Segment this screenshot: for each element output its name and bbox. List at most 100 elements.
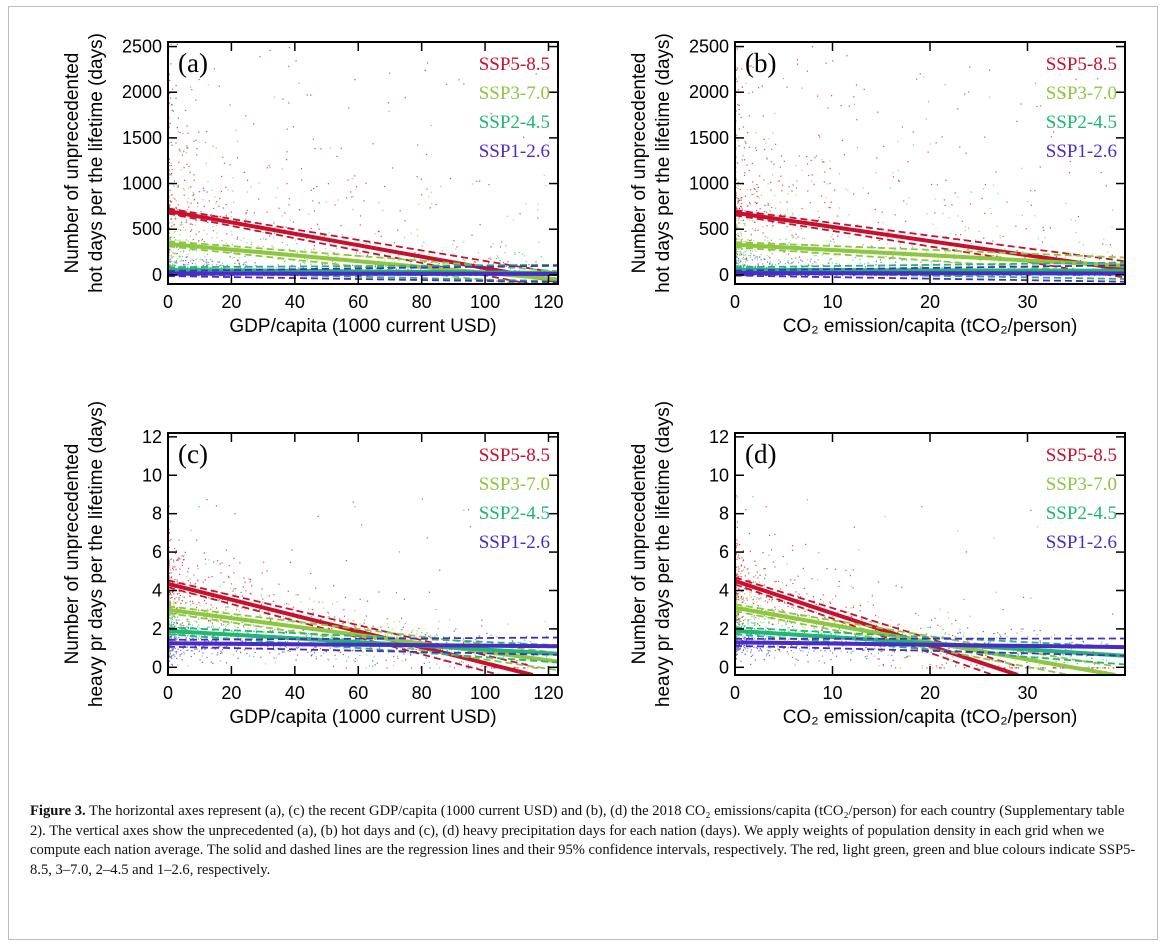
y-tick-label: 500 bbox=[132, 219, 162, 239]
ci-lower-line bbox=[735, 644, 1125, 657]
legend-entry: SSP1-2.6 bbox=[1046, 141, 1117, 162]
ci-lower-line bbox=[168, 645, 558, 656]
ci-lower-line bbox=[735, 271, 1125, 280]
plot-area bbox=[168, 43, 558, 284]
x-tick-label: 0 bbox=[163, 292, 173, 312]
y-tick-label: 8 bbox=[152, 504, 162, 524]
y-tick-label: 2 bbox=[152, 619, 162, 639]
x-tick-label: 60 bbox=[348, 292, 368, 312]
x-tick-label: 120 bbox=[533, 683, 563, 703]
y-tick-label: 2 bbox=[719, 619, 729, 639]
y-tick-label: 4 bbox=[719, 580, 729, 600]
y-tick-label: 6 bbox=[152, 542, 162, 562]
ci-upper-line bbox=[168, 626, 558, 647]
ci-lower-line bbox=[735, 633, 1125, 666]
x-axis-label: CO₂ emission/capita (tCO₂/person) bbox=[783, 316, 1078, 337]
legend-entry: SSP3-7.0 bbox=[479, 83, 550, 104]
panel-label: (d) bbox=[745, 439, 776, 469]
legend-entry: SSP3-7.0 bbox=[479, 474, 550, 495]
panel-d: 0 10 20 30 0 2 4 6 8 10 12 CO₂ emission/capita (tCO… bbox=[629, 401, 1126, 728]
y-tick-label: 1000 bbox=[122, 174, 162, 194]
y-tick-label: 1500 bbox=[122, 128, 162, 148]
ci-upper-line bbox=[735, 261, 1125, 269]
figure-charts: 0 20 40 60 80 100 12005001000150020002500GDP/c… bbox=[62, 33, 1126, 728]
ci-upper-line bbox=[168, 263, 558, 269]
x-tick-label: 20 bbox=[221, 292, 241, 312]
x-axis-label: CO₂ emission/capita (tCO₂/person) bbox=[783, 707, 1078, 728]
y-tick-label: 2500 bbox=[122, 37, 162, 57]
ci-lower-line bbox=[168, 633, 558, 664]
x-axis-label: GDP/capita (1000 current USD) bbox=[229, 707, 496, 728]
figure-caption: Figure 3. The horizontal axes represent … bbox=[30, 802, 1138, 880]
figure-frame bbox=[8, 6, 1158, 940]
ci-upper-line bbox=[735, 241, 1125, 259]
ci-upper-line bbox=[735, 603, 1116, 668]
legend-entry: SSP3-7.0 bbox=[1046, 474, 1117, 495]
x-tick-label: 0 bbox=[730, 683, 740, 703]
x-tick-label: 120 bbox=[533, 292, 563, 312]
x-tick-label: 100 bbox=[470, 292, 500, 312]
x-tick-label: 20 bbox=[920, 292, 940, 312]
legend-entry: SSP1-2.6 bbox=[479, 532, 550, 553]
legend-entry: SSP2-4.5 bbox=[479, 503, 550, 524]
x-axis-label: GDP/capita (1000 current USD) bbox=[229, 316, 496, 337]
x-tick-label: 10 bbox=[822, 292, 842, 312]
plot-area bbox=[735, 46, 1125, 283]
regression-line bbox=[735, 640, 1125, 650]
legend-entry: SSP5-8.5 bbox=[1046, 54, 1117, 75]
y-tick-label: 10 bbox=[142, 465, 162, 485]
ci-upper-line bbox=[168, 264, 558, 272]
y-axis-label: hot days per the lifetime (days) bbox=[653, 33, 674, 293]
x-tick-label: 40 bbox=[285, 683, 305, 703]
panel-label: (c) bbox=[178, 439, 208, 469]
x-tick-label: 20 bbox=[920, 683, 940, 703]
regression-line bbox=[168, 208, 558, 284]
y-tick-label: 1000 bbox=[689, 174, 729, 194]
ci-lower-line bbox=[735, 274, 1125, 283]
y-axis-label: Number of unprecedented bbox=[629, 53, 650, 274]
x-tick-label: 100 bbox=[470, 683, 500, 703]
legend-entry: SSP5-8.5 bbox=[1046, 445, 1117, 466]
panel-a: 0 20 40 60 80 100 120 0 500 1000 1500 2000 2500 GDP/c… bbox=[62, 33, 564, 337]
x-tick-label: 40 bbox=[285, 292, 305, 312]
y-tick-label: 10 bbox=[709, 465, 729, 485]
regression-line bbox=[168, 581, 534, 675]
legend-entry: SSP5-8.5 bbox=[479, 445, 550, 466]
panel-c: 0 20 40 60 80 100 120 0 2 4 6 8 10 12 GDP/capita (1000… bbox=[62, 401, 564, 728]
ci-upper-line bbox=[735, 264, 1125, 272]
x-tick-label: 0 bbox=[163, 683, 173, 703]
x-tick-label: 20 bbox=[221, 683, 241, 703]
ci-lower-line bbox=[168, 275, 558, 284]
y-tick-label: 1500 bbox=[689, 128, 729, 148]
regression-line bbox=[168, 641, 558, 649]
caption-text: The horizontal axes represent (a), (c) t… bbox=[30, 803, 1136, 878]
y-axis-label: Number of unprecedented bbox=[629, 444, 650, 665]
legend-entry: SSP2-4.5 bbox=[1046, 112, 1117, 133]
y-axis-label: Number of unprecedented bbox=[62, 53, 83, 274]
caption-label: Figure 3. bbox=[30, 803, 86, 819]
ci-upper-line bbox=[735, 576, 1019, 668]
y-tick-label: 12 bbox=[142, 427, 162, 447]
x-tick-label: 0 bbox=[730, 292, 740, 312]
x-tick-label: 60 bbox=[348, 683, 368, 703]
legend-entry: SSP3-7.0 bbox=[1046, 83, 1117, 104]
y-axis-label: hot days per the lifetime (days) bbox=[86, 33, 107, 293]
ci-upper-line bbox=[168, 636, 558, 641]
legend-entry: SSP1-2.6 bbox=[479, 141, 550, 162]
legend-entry: SSP1-2.6 bbox=[1046, 532, 1117, 553]
y-axis-label: Number of unprecedented bbox=[62, 444, 83, 665]
ci-upper-line bbox=[735, 626, 1125, 649]
panel-label: (a) bbox=[178, 48, 208, 78]
regression-line bbox=[735, 267, 1125, 273]
regression-line bbox=[168, 628, 558, 656]
y-tick-label: 0 bbox=[152, 265, 162, 285]
y-tick-label: 6 bbox=[719, 542, 729, 562]
legend-entry: SSP5-8.5 bbox=[479, 54, 550, 75]
x-tick-label: 80 bbox=[412, 683, 432, 703]
x-tick-label: 30 bbox=[1017, 683, 1037, 703]
y-tick-label: 0 bbox=[719, 265, 729, 285]
y-tick-label: 2500 bbox=[689, 37, 729, 57]
x-tick-label: 10 bbox=[822, 683, 842, 703]
regression-line bbox=[735, 242, 1125, 268]
y-tick-label: 0 bbox=[152, 657, 162, 677]
